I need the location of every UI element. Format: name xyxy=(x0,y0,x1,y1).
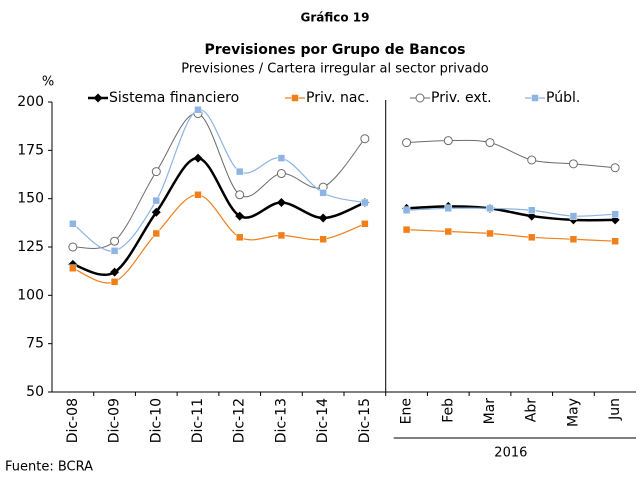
x-tick-label: Dic-09 xyxy=(107,398,123,443)
data-point xyxy=(611,237,619,245)
legend-marker xyxy=(415,93,425,103)
data-point xyxy=(235,190,245,200)
data-point xyxy=(193,153,203,163)
data-point xyxy=(318,213,328,223)
y-tick-label: 100 xyxy=(17,287,44,303)
x-tick-label: Dic-13 xyxy=(273,398,289,443)
data-point xyxy=(151,207,161,217)
legend-marker xyxy=(291,94,299,102)
data-point xyxy=(110,236,120,246)
legend-marker xyxy=(531,94,539,102)
data-point xyxy=(69,220,77,228)
data-point xyxy=(68,242,78,252)
data-point xyxy=(235,167,244,176)
data-point xyxy=(194,105,202,114)
data-point xyxy=(444,227,453,236)
data-point xyxy=(151,167,161,177)
series-line xyxy=(72,194,366,284)
data-point xyxy=(527,233,536,242)
data-point xyxy=(527,206,536,215)
data-point xyxy=(319,189,327,197)
data-point xyxy=(611,210,619,218)
x-tick-label: Dic-12 xyxy=(232,398,248,443)
data-point xyxy=(610,163,620,173)
data-point xyxy=(277,231,286,240)
chart-subtitle: Previsiones / Cartera irregular al secto… xyxy=(181,62,489,77)
data-point xyxy=(194,191,202,199)
data-point xyxy=(361,220,369,228)
data-point xyxy=(486,229,494,238)
data-point xyxy=(235,211,245,221)
x-tick-label: May xyxy=(565,398,581,427)
legend-label: Sistema financiero xyxy=(109,90,239,106)
data-point xyxy=(110,267,120,277)
x-tick-label: Feb xyxy=(440,398,456,423)
series-line xyxy=(72,109,365,252)
data-point xyxy=(485,138,495,148)
x-tick-label: Dic-08 xyxy=(65,398,81,443)
source: Fuente: BCRA xyxy=(5,460,93,475)
y-tick-label: 175 xyxy=(17,142,44,158)
legend-label: Públ. xyxy=(546,90,580,106)
data-point xyxy=(486,204,494,213)
data-point xyxy=(235,233,244,242)
data-point xyxy=(319,235,327,244)
data-point xyxy=(69,264,77,273)
data-point xyxy=(360,134,370,144)
x-tick-label: Dic-11 xyxy=(190,398,206,443)
chart-heading: Gráfico 19 xyxy=(301,11,370,25)
series-line xyxy=(72,156,366,277)
data-point xyxy=(444,204,453,213)
data-point xyxy=(276,169,286,179)
legend-label: Priv. ext. xyxy=(431,90,492,106)
y-tick-label: 75 xyxy=(26,336,44,352)
data-point xyxy=(152,229,161,238)
y-tick-label: 150 xyxy=(17,191,44,207)
legend-marker xyxy=(93,93,103,103)
x-tick-label: Dic-14 xyxy=(315,398,331,443)
data-point xyxy=(110,247,119,255)
data-point xyxy=(152,196,161,205)
group-label: 2016 xyxy=(494,446,527,461)
data-point xyxy=(527,155,537,165)
y-axis-label: % xyxy=(42,75,54,90)
data-point xyxy=(569,235,578,244)
x-tick-label: Dic-10 xyxy=(148,398,164,443)
x-tick-label: Jun xyxy=(607,398,623,421)
y-tick-label: 200 xyxy=(17,94,44,110)
data-point xyxy=(568,159,578,169)
data-point xyxy=(402,225,411,234)
y-tick-label: 125 xyxy=(17,239,44,255)
x-tick-label: Abr xyxy=(524,398,540,422)
data-point xyxy=(277,154,286,162)
y-tick-label: 50 xyxy=(26,384,44,400)
x-tick-label: Dic-15 xyxy=(357,398,373,443)
data-point xyxy=(110,278,119,286)
x-tick-label: Mar xyxy=(482,398,498,425)
chart-title: Previsiones por Grupo de Bancos xyxy=(204,42,465,58)
series-line xyxy=(72,113,366,249)
series-line xyxy=(406,139,616,169)
data-point xyxy=(443,136,453,146)
data-point xyxy=(402,206,411,215)
x-tick-label: Ene xyxy=(399,398,415,424)
data-point xyxy=(402,138,412,148)
data-point xyxy=(276,198,286,208)
series-line xyxy=(406,229,616,242)
data-point xyxy=(569,212,578,220)
data-point xyxy=(361,198,369,207)
legend-label: Priv. nac. xyxy=(306,90,370,106)
